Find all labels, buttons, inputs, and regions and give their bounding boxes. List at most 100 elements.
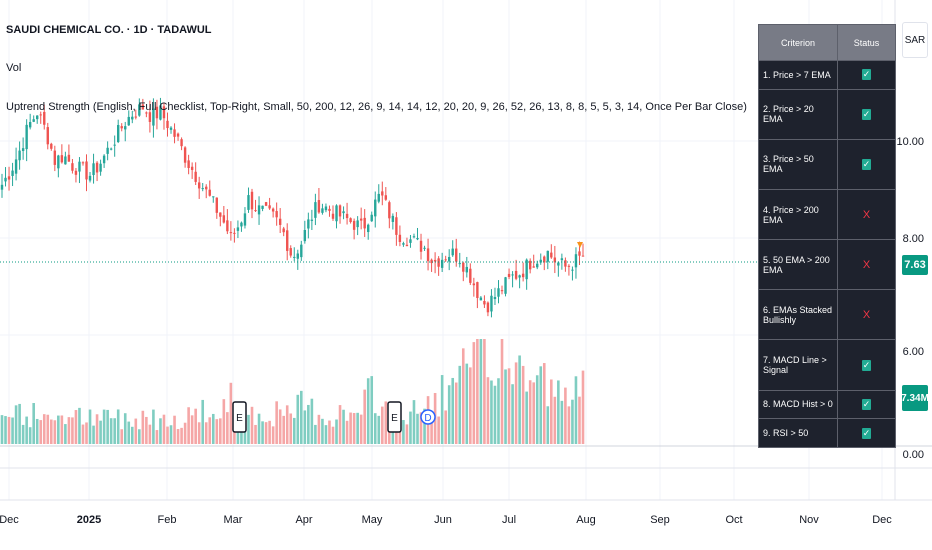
last-price-badge[interactable]: 7.63	[902, 255, 928, 275]
volume-bar	[60, 415, 64, 444]
criterion-header: Criterion	[758, 24, 838, 61]
volume-bar	[476, 339, 479, 444]
volume-bar	[250, 406, 254, 444]
volume-bar	[472, 342, 476, 444]
volume-bar	[64, 424, 67, 444]
volume-bar	[42, 414, 46, 444]
volume-bar	[352, 413, 356, 444]
criterion-cell: 5. 50 EMA > 200 EMA	[758, 239, 838, 291]
volume-bar	[292, 417, 296, 444]
earnings-event-icon[interactable]: E	[232, 401, 247, 433]
candle-body	[71, 163, 74, 171]
candle-body	[264, 202, 268, 206]
candle-body	[81, 162, 85, 164]
check-icon: ✓	[862, 69, 871, 81]
candle-body	[43, 111, 46, 125]
checklist-row: 5. 50 EMA > 200 EMA X	[758, 239, 896, 291]
criterion-cell: 7. MACD Line > Signal	[758, 339, 838, 391]
time-label: Nov	[799, 514, 819, 526]
candle-body	[131, 116, 134, 120]
candle-body	[504, 277, 507, 294]
volume-bar	[430, 411, 433, 444]
candle-body	[518, 275, 521, 278]
volume-bar	[324, 425, 328, 444]
volume-bars	[0, 339, 585, 444]
indicator-legend[interactable]: Uptrend Strength (English, Full Checklis…	[6, 101, 747, 113]
volume-bar	[190, 415, 194, 444]
candle-body	[536, 263, 539, 268]
candle-body	[338, 205, 342, 217]
volume-bar	[419, 412, 423, 444]
volume-bar	[18, 403, 21, 444]
volume-legend[interactable]: Vol	[6, 62, 22, 74]
time-label: Apr	[295, 514, 313, 526]
volume-bar	[300, 390, 303, 444]
candle-body	[321, 208, 324, 213]
volume-bar	[215, 419, 219, 444]
volume-bar	[39, 420, 43, 444]
volume-bar	[32, 403, 35, 444]
candle-body	[564, 260, 567, 267]
earnings-event-icon[interactable]: E	[387, 401, 402, 433]
volume-bar	[204, 422, 208, 444]
price-tick-label: 8.00	[902, 233, 924, 245]
volume-bar	[257, 413, 261, 444]
volume-bar	[377, 415, 381, 444]
volume-bar	[571, 399, 574, 444]
candle-body	[57, 155, 60, 169]
candle-body	[571, 269, 574, 271]
candle-body	[310, 219, 314, 221]
volume-bar	[511, 384, 514, 444]
price-tick-label: 10.00	[896, 136, 924, 148]
volume-bar	[356, 412, 359, 444]
volume-bar	[451, 377, 455, 444]
candle-body	[173, 129, 176, 137]
candle-body	[479, 297, 483, 301]
volume-bar	[560, 400, 564, 444]
time-label: Feb	[157, 514, 177, 526]
volume-bar	[92, 425, 95, 444]
volume-bar	[261, 421, 264, 444]
volume-bar	[514, 362, 518, 444]
candle-body	[4, 177, 7, 182]
volume-bar	[405, 424, 409, 444]
volume-bar	[373, 413, 377, 444]
check-icon: ✓	[862, 108, 871, 120]
candle-body	[148, 112, 152, 122]
dividend-event-icon[interactable]: D	[420, 409, 436, 425]
symbol-title[interactable]: SAUDI CHEMICAL CO. · 1D · TADAWUL	[6, 24, 212, 36]
candle-body	[447, 256, 451, 262]
volume-bar	[74, 410, 78, 444]
volume-bar	[127, 421, 131, 444]
cross-icon: X	[862, 208, 871, 221]
volume-bar	[106, 409, 109, 444]
volume-bar	[370, 376, 374, 444]
candle-body	[124, 126, 127, 130]
volume-bar	[81, 424, 85, 444]
candle-body	[293, 256, 296, 258]
candle-body	[476, 282, 479, 298]
candle-body	[550, 252, 553, 258]
candle-body	[451, 248, 454, 256]
volume-bar	[46, 414, 50, 444]
candle-body	[282, 228, 285, 233]
volume-bar	[331, 426, 335, 444]
volume-bar	[366, 378, 370, 444]
volume-bar	[490, 380, 493, 444]
candle-body	[307, 219, 310, 229]
volume-bar	[138, 429, 141, 444]
candle-body	[176, 133, 180, 137]
candle-body	[493, 297, 497, 300]
candle-body	[367, 224, 370, 233]
candle-body	[53, 150, 57, 165]
volume-bar	[268, 420, 271, 444]
candle-body	[102, 155, 106, 164]
volume-bar	[67, 417, 71, 444]
status-cell: X	[837, 188, 896, 241]
candle-body	[528, 260, 532, 270]
currency-button[interactable]: SAR	[902, 22, 928, 58]
candle-body	[381, 191, 384, 196]
candle-body	[578, 251, 581, 256]
last-volume-badge[interactable]: 7.34M	[901, 385, 929, 411]
